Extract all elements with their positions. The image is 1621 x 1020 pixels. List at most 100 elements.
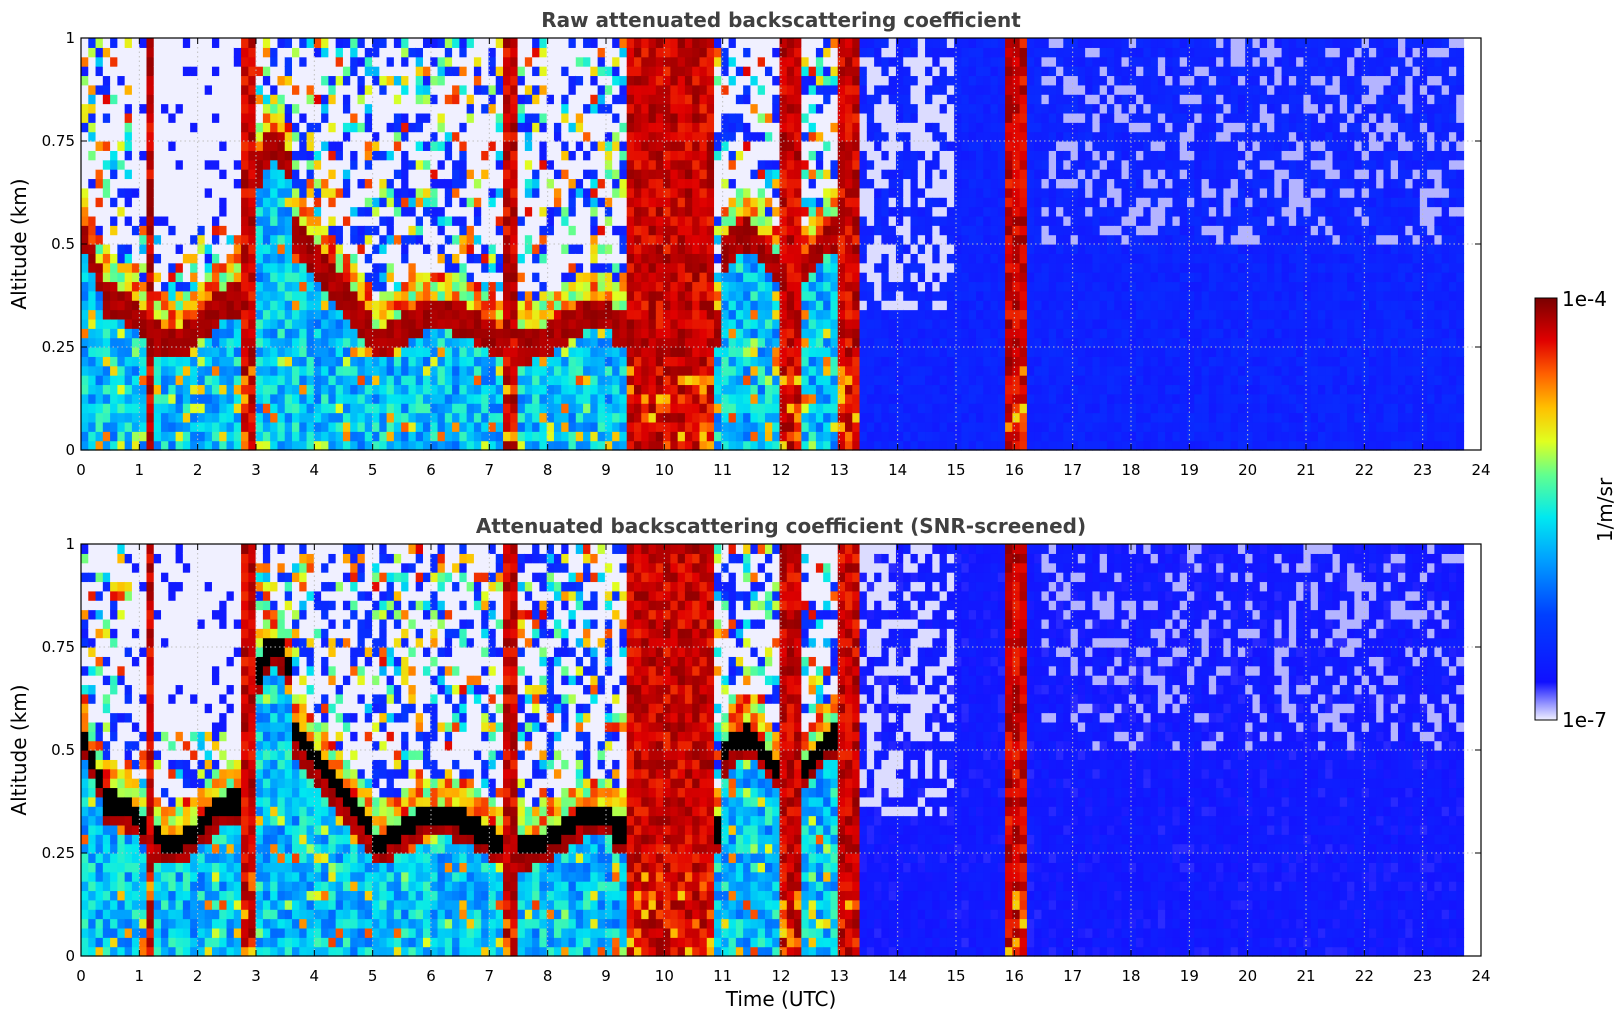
heatmap-cell	[415, 356, 424, 367]
heatmap-cell	[743, 281, 752, 292]
heatmap-cell	[757, 290, 766, 301]
heatmap-cell	[204, 169, 213, 180]
heatmap-cell	[561, 225, 570, 236]
heatmap-cell	[131, 94, 140, 105]
heatmap-cell	[437, 393, 446, 404]
heatmap-cell	[612, 150, 621, 161]
heatmap-cell	[328, 375, 337, 386]
heatmap-cell	[211, 290, 220, 301]
heatmap-cell	[415, 159, 424, 170]
heatmap-cell	[590, 187, 599, 198]
heatmap-cell	[372, 244, 380, 254]
heatmap-cell	[481, 421, 490, 432]
heatmap-cell	[321, 300, 329, 311]
heatmap-cell	[219, 262, 228, 273]
heatmap-cell	[874, 94, 882, 105]
heatmap-cell	[342, 187, 351, 198]
heatmap-cell	[677, 159, 686, 170]
heatmap-cell	[626, 393, 635, 404]
heatmap-cell	[466, 440, 475, 451]
heatmap-cell	[837, 122, 846, 133]
heatmap-cell	[364, 84, 373, 95]
heatmap-cell	[175, 318, 184, 329]
heatmap-cell	[641, 159, 650, 170]
heatmap-cell	[888, 403, 897, 414]
heatmap-cell	[313, 244, 322, 254]
heatmap-cell	[422, 47, 431, 58]
heatmap-cell	[190, 84, 199, 95]
heatmap-cell	[612, 290, 621, 301]
heatmap-cell	[306, 375, 315, 386]
heatmap-cell	[794, 178, 802, 189]
heatmap-cell	[743, 440, 752, 451]
heatmap-cell	[161, 234, 169, 245]
heatmap-cell	[670, 206, 679, 217]
heatmap-cell	[575, 131, 584, 142]
heatmap-cell	[895, 206, 904, 217]
heatmap-cell	[524, 197, 533, 208]
heatmap-cell	[859, 178, 868, 189]
heatmap-cell	[408, 94, 417, 105]
heatmap-cell	[124, 309, 133, 320]
heatmap-cell	[583, 328, 591, 339]
heatmap-cell	[714, 206, 722, 217]
heatmap-cell	[292, 309, 300, 320]
heatmap-cell	[299, 403, 308, 414]
heatmap-cell	[764, 384, 773, 395]
heatmap-cell	[182, 365, 191, 376]
heatmap-cell	[313, 309, 322, 320]
heatmap-cell	[808, 187, 817, 198]
heatmap-cell	[583, 337, 591, 348]
heatmap-cell	[379, 412, 388, 423]
heatmap-cell	[794, 328, 802, 339]
heatmap-cell	[88, 244, 97, 254]
heatmap-cell	[794, 56, 802, 67]
heatmap-cell	[328, 38, 337, 48]
heatmap-cell	[852, 328, 861, 339]
heatmap-cell	[452, 234, 460, 245]
heatmap-cell	[197, 141, 206, 151]
heatmap-cell	[714, 112, 722, 123]
heatmap-cell	[139, 272, 148, 283]
heatmap-cell	[561, 47, 570, 58]
heatmap-cell	[88, 47, 97, 58]
heatmap-cell	[459, 318, 468, 329]
heatmap-cell	[219, 159, 228, 170]
heatmap-cell	[131, 393, 140, 404]
heatmap-cell	[794, 103, 802, 114]
heatmap-cell	[422, 403, 431, 414]
heatmap-cell	[473, 384, 482, 395]
heatmap-cell	[226, 272, 235, 283]
heatmap-cell	[786, 234, 795, 245]
heatmap-cell	[422, 122, 431, 133]
heatmap-cell	[459, 281, 468, 292]
heatmap-cell	[124, 38, 133, 48]
heatmap-cell	[190, 215, 199, 226]
heatmap-cell	[95, 318, 104, 329]
heatmap-cell	[321, 131, 329, 142]
heatmap-cell	[182, 112, 191, 123]
heatmap-cell	[597, 178, 606, 189]
heatmap-cell	[706, 318, 715, 329]
heatmap-cell	[786, 141, 795, 151]
heatmap-cell	[190, 356, 199, 367]
heatmap-cell	[204, 300, 213, 311]
heatmap-cell	[619, 215, 628, 226]
heatmap-cell	[270, 375, 279, 386]
heatmap-cell	[728, 375, 737, 386]
heatmap-cell	[524, 365, 533, 376]
heatmap-cell	[699, 281, 708, 292]
heatmap-cell	[561, 169, 570, 180]
heatmap-cell	[845, 309, 853, 320]
heatmap-cell	[328, 412, 337, 423]
heatmap-cell	[655, 431, 664, 442]
heatmap-cell	[415, 412, 424, 423]
heatmap-cell	[772, 403, 781, 414]
heatmap-cell	[262, 337, 271, 348]
heatmap-cell	[197, 300, 206, 311]
heatmap-cell	[532, 169, 541, 180]
heatmap-cell	[211, 215, 220, 226]
heatmap-cell	[226, 356, 235, 367]
heatmap-cell	[735, 356, 744, 367]
heatmap-cell	[568, 66, 577, 77]
